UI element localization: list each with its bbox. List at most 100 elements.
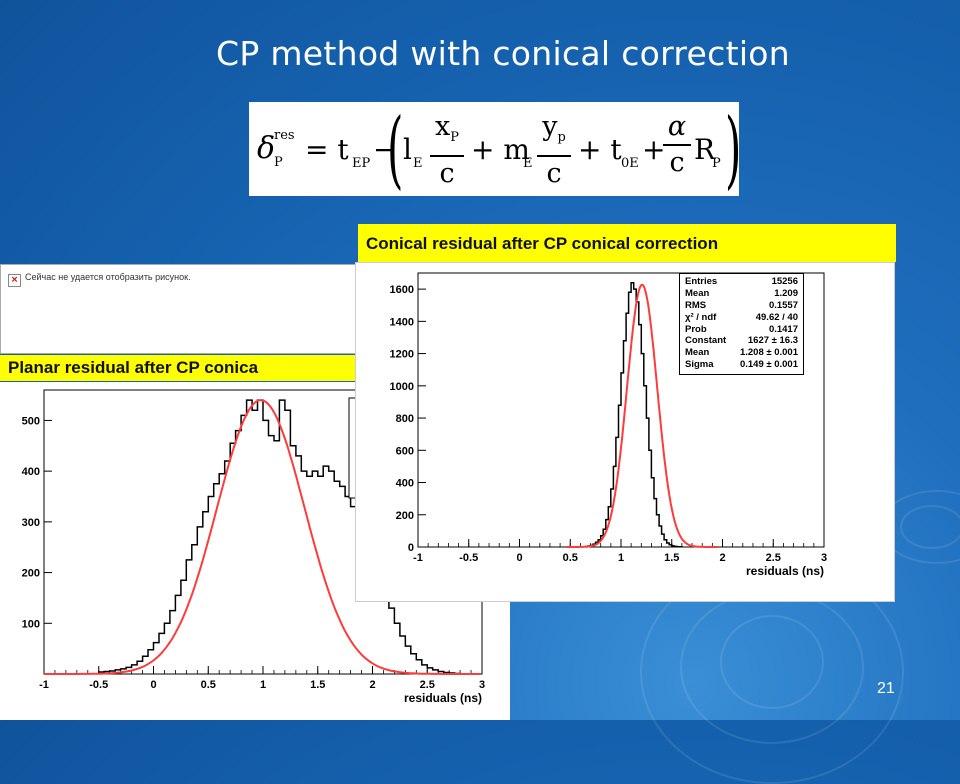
stats-name: Prob [685, 323, 707, 335]
y-tick-label: 1000 [390, 381, 414, 393]
formula-c: c [546, 158, 562, 189]
formula-c: c [669, 147, 685, 178]
formula-frac-alpha: α c [663, 112, 691, 178]
y-tick-label: 100 [22, 618, 40, 630]
formula-plus-t: + t [578, 133, 622, 166]
y-tick-label: 400 [22, 466, 40, 478]
stats-box: Entries 15256 Mean 1.209 RMS 0.1557 χ² / ndf 49… [679, 273, 804, 375]
x-tick-label: 2.5 [420, 679, 435, 691]
x-tick-label: 0.5 [201, 679, 216, 691]
x-tick-label: 2.5 [766, 552, 781, 564]
x-tick-label: 1 [618, 552, 624, 564]
stats-value: 49.62 / 40 [755, 311, 798, 323]
y-tick-label: 0 [408, 542, 414, 554]
formula: δ res P = t EP − ( l E xP c + m E yp c +… [249, 100, 742, 198]
stats-row: Mean 1.208 ± 0.001 [680, 347, 803, 359]
stats-row: Constant 1627 ± 16.3 [680, 335, 803, 347]
formula-box: δ res P = t EP − ( l E xP c + m E yp c +… [249, 100, 742, 198]
formula-equals-t: = t [305, 133, 349, 166]
x-tick-label: 3 [821, 552, 827, 564]
x-axis-label: residuals (ns) [746, 564, 824, 578]
formula-right-paren: ) [725, 100, 742, 198]
y-tick-label: 400 [396, 478, 414, 490]
x-tick-label: 1.5 [310, 679, 325, 691]
stats-value: 0.1557 [768, 299, 798, 311]
x-tick-label: 0 [150, 679, 156, 691]
stats-value: 0.149 ± 0.001 [739, 359, 798, 371]
x-icon: × [8, 274, 21, 287]
formula-t0-sub: 0E [621, 156, 639, 171]
conical-plot-panel: -1 -0.5 0 0.5 1 1.5 2 2.5 3 0 200 400 600 800 1000 1200… [355, 262, 895, 602]
stats-rows: Entries 15256 Mean 1.209 RMS 0.1557 χ² / ndf 49… [680, 276, 803, 371]
x-tick-label: -0.5 [459, 552, 478, 564]
x-tick-label: 2 [369, 679, 375, 691]
formula-R-sub: P [712, 156, 721, 171]
stats-name: Entries [685, 276, 718, 287]
y-tick-label: 500 [22, 415, 40, 427]
conical-chart: -1 -0.5 0 0.5 1 1.5 2 2.5 3 0 200 400 600 800 1000 1200… [390, 272, 827, 578]
stats-value: 1627 ± 16.3 [747, 335, 798, 347]
slide-title: CP method with conical correction [215, 34, 791, 73]
stats-row: RMS 0.1557 [680, 300, 803, 312]
x-tick-label: -0.5 [89, 679, 108, 691]
histogram-series [98, 399, 461, 675]
x-tick-label: -1 [39, 679, 49, 691]
formula-x: x [435, 111, 451, 142]
formula-delta-sub: P [274, 155, 283, 170]
stats-row: Entries 15256 [680, 276, 803, 288]
formula-plus-m: + m [471, 133, 530, 166]
x-tick-label: 0 [516, 552, 522, 564]
gaussian-fit-line [44, 399, 480, 675]
stats-value: 0.1417 [768, 323, 798, 335]
formula-left-paren: ( [387, 100, 404, 198]
stats-name: χ² / ndf [685, 311, 717, 323]
y-tick-label: 1200 [390, 349, 414, 361]
stats-name: Sigma [685, 359, 714, 371]
broken-image-text: Сейчас не удается отобразить рисунок. [25, 272, 191, 282]
stats-value: 1.208 ± 0.001 [739, 347, 798, 359]
y-tick-label: 1600 [390, 284, 414, 296]
formula-R: R [694, 133, 716, 166]
formula-m-sub: E [523, 156, 533, 171]
formula-plus: + [642, 133, 666, 166]
stats-name: RMS [685, 299, 707, 311]
stats-value: 15256 [771, 276, 798, 287]
formula-alpha: α [667, 111, 687, 142]
formula-delta-sup: res [274, 128, 295, 143]
formula-x-sub: P [450, 130, 459, 145]
background-ripple [720, 615, 824, 709]
gaussian-fit-line [566, 283, 718, 548]
formula-l: l [403, 133, 412, 166]
stats-row: Mean 1.209 [680, 288, 803, 300]
formula-frac-x: xP c [430, 112, 464, 189]
conical-label: Conical residual after CP conical correc… [358, 224, 896, 262]
x-tick-label: 2 [719, 552, 725, 564]
formula-frac-y: yp c [537, 112, 571, 189]
histogram-series [579, 281, 683, 548]
stats-name: Mean [685, 287, 710, 299]
y-tick-label: 200 [396, 510, 414, 522]
stats-row: Prob 0.1417 [680, 324, 803, 336]
y-tick-label: 800 [396, 413, 414, 425]
x-tick-label: 3 [479, 679, 485, 691]
slide-number: 21 [877, 680, 895, 697]
planar-label: Planar residual after CP conica [0, 355, 372, 381]
stats-name: Constant [685, 335, 727, 347]
y-tick-label: 1400 [390, 316, 414, 328]
formula-t-sub: EP [352, 156, 371, 171]
stats-row: χ² / ndf 49.62 / 40 [680, 312, 803, 324]
x-axis-label: residuals (ns) [404, 691, 482, 705]
y-tick-label: 200 [22, 568, 40, 580]
x-tick-label: 1.5 [664, 552, 679, 564]
formula-y: y [542, 111, 558, 142]
formula-minus: − [373, 133, 397, 166]
formula-c: c [439, 158, 455, 189]
formula-l-sub: E [413, 156, 423, 171]
x-tick-label: -1 [413, 552, 423, 564]
x-tick-label: 0.5 [563, 552, 578, 564]
formula-y-sub: p [557, 130, 566, 145]
y-tick-label: 600 [396, 445, 414, 457]
formula-delta: δ [257, 131, 276, 166]
broken-image-placeholder: × Сейчас не удается отобразить рисунок. [0, 264, 372, 354]
x-tick-label: 1 [260, 679, 266, 691]
